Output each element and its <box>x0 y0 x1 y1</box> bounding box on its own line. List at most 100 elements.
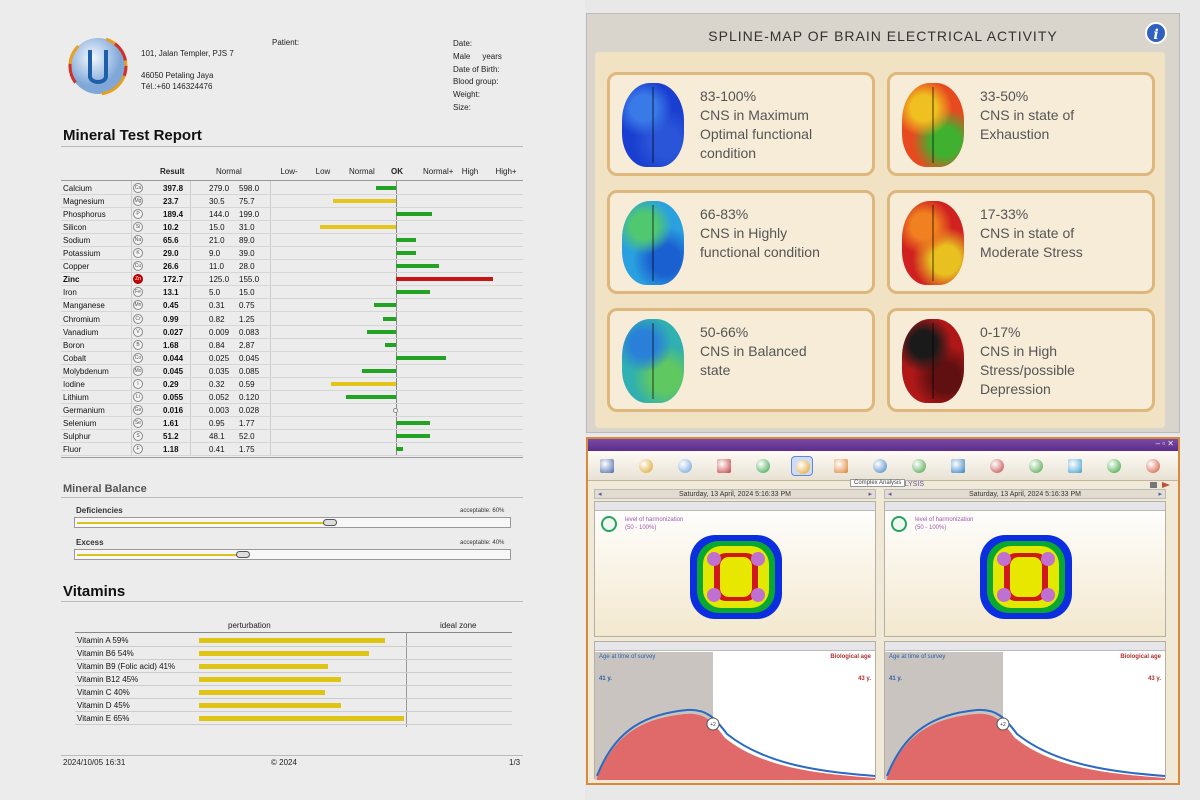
window-controls[interactable]: – ▫ ✕ <box>1155 439 1174 448</box>
scan-icon[interactable] <box>674 456 696 476</box>
card-line: Moderate Stress <box>980 244 1083 260</box>
grid-line <box>190 181 191 456</box>
deviation-bar <box>345 394 396 399</box>
normal-high: 39.0 <box>239 249 255 259</box>
normal-low: 0.025 <box>209 353 230 363</box>
print-icon[interactable] <box>1148 481 1172 489</box>
chart-icon[interactable] <box>1103 456 1125 476</box>
panel-header <box>885 502 1165 511</box>
result-value: 397.8 <box>163 184 184 193</box>
balance-acceptable: acceptable: 60% <box>460 508 505 514</box>
spine-icon[interactable] <box>908 456 930 476</box>
row-divider <box>75 698 512 699</box>
leaf-icon[interactable] <box>752 456 774 476</box>
mineral-name: Vanadium <box>63 327 99 337</box>
row-divider <box>61 350 523 352</box>
normal-high: 28.0 <box>239 262 255 272</box>
result-value: 51.2 <box>163 431 179 441</box>
table-row: Boron B 1.68 0.84 2.87 <box>61 339 523 352</box>
divider <box>75 632 512 633</box>
spline-card: 33-50% CNS in state of Exhaustion <box>887 72 1155 176</box>
vitamin-label: Vitamin D 45% <box>77 701 130 710</box>
mineral-name: Phosphorus <box>63 210 106 220</box>
refresh-icon[interactable] <box>1025 456 1047 476</box>
mineral-name: Sodium <box>63 236 91 246</box>
spline-title: SPLINE-MAP OF BRAIN ELECTRICAL ACTIVITY <box>708 28 1058 44</box>
deviation-bar <box>396 290 431 295</box>
divider <box>61 146 523 147</box>
element-symbol-icon: Cu <box>133 261 143 272</box>
nav-prev-icon[interactable]: ◂ <box>598 491 602 498</box>
sphere-icon[interactable] <box>830 456 852 476</box>
element-symbol-icon: V <box>133 326 143 337</box>
scale-header: Low <box>315 167 331 176</box>
card-line: 17-33% <box>980 206 1029 222</box>
gerontology-curve: +2 <box>596 708 876 780</box>
stripes-icon[interactable] <box>1142 456 1164 476</box>
card-line: 83-100% <box>700 88 757 104</box>
mineral-name: Cobalt <box>63 353 87 363</box>
nav-next-icon[interactable]: ▸ <box>1158 491 1162 498</box>
card-line: functional condition <box>700 244 820 260</box>
mineral-name: Selenium <box>63 418 97 428</box>
fractal-lobe <box>707 552 721 566</box>
fractal-layer <box>720 557 752 597</box>
normal-high: 52.0 <box>239 431 255 441</box>
card-line: CNS in High <box>980 343 1058 359</box>
nav-next-icon[interactable]: ▸ <box>868 491 872 498</box>
fractal-lobe <box>997 552 1011 566</box>
sex-age-field: Male years <box>453 51 502 64</box>
mineral-name: Chromium <box>63 314 100 324</box>
balance-label: Excess <box>76 538 104 547</box>
house-icon[interactable] <box>1064 456 1086 476</box>
normal-low: 30.5 <box>209 197 225 207</box>
fractal-layer <box>1010 557 1042 597</box>
target-icon-glyph <box>796 460 810 474</box>
info-button[interactable]: i <box>1145 22 1167 44</box>
spline-card-text: 50-66% CNS in Balanced state <box>700 323 807 380</box>
scale-header: High <box>461 167 479 176</box>
nav-prev-icon[interactable]: ◂ <box>888 491 892 498</box>
normal-low: 0.052 <box>209 392 230 402</box>
brain-map-image <box>622 319 684 403</box>
head-icon[interactable] <box>947 456 969 476</box>
target-icon[interactable] <box>791 456 813 476</box>
brain-map-image <box>622 201 684 285</box>
head-icon-glyph <box>951 459 965 473</box>
normal-low: 0.035 <box>209 366 230 376</box>
globe-icon[interactable] <box>635 456 657 476</box>
balance-track <box>74 549 511 560</box>
table-row: Potassium K 29.0 9.0 39.0 <box>61 247 523 261</box>
balance-label: Deficiencies <box>76 506 123 515</box>
table-row: Vanadium V 0.027 0.009 0.083 <box>61 326 523 339</box>
mineral-name: Molybdenum <box>63 366 109 376</box>
harmonization-label: level of harmonization (50 - 100%) <box>915 516 973 532</box>
harmonization-range: (50 - 100%) <box>625 525 657 531</box>
vitamin-label: Vitamin B6 54% <box>77 649 134 658</box>
vitamin-bar <box>199 638 385 643</box>
row-divider <box>61 246 523 248</box>
wave-icon[interactable] <box>869 456 891 476</box>
monitor-icon[interactable] <box>596 456 618 476</box>
om-icon[interactable] <box>986 456 1008 476</box>
toolbar <box>588 451 1178 481</box>
list-item: Vitamin E 65% <box>75 712 512 725</box>
fractal-portrait-panel: level of harmonization (50 - 100%) <box>884 501 1166 637</box>
element-symbol-icon: Mn <box>133 300 143 311</box>
harmonization-range: (50 - 100%) <box>915 525 947 531</box>
normal-high: 199.0 <box>239 210 260 220</box>
cells-icon[interactable] <box>713 456 735 476</box>
card-line: state <box>700 362 731 378</box>
table-row: Iodine I 0.29 0.32 0.59 <box>61 378 523 391</box>
spline-card-text: 66-83% CNS in Highly functional condition <box>700 205 820 262</box>
row-divider <box>75 724 512 725</box>
harmonization-title: level of harmonization <box>625 517 684 523</box>
vitamin-bar <box>199 677 341 682</box>
curve-line <box>596 708 876 777</box>
normal-low: 0.009 <box>209 327 230 337</box>
scale-header: Normal <box>349 167 375 176</box>
refresh-icon-glyph <box>1029 459 1043 473</box>
deviation-bar <box>367 329 396 334</box>
row-divider <box>61 324 523 326</box>
age-marker-label: +2 <box>1000 722 1006 728</box>
